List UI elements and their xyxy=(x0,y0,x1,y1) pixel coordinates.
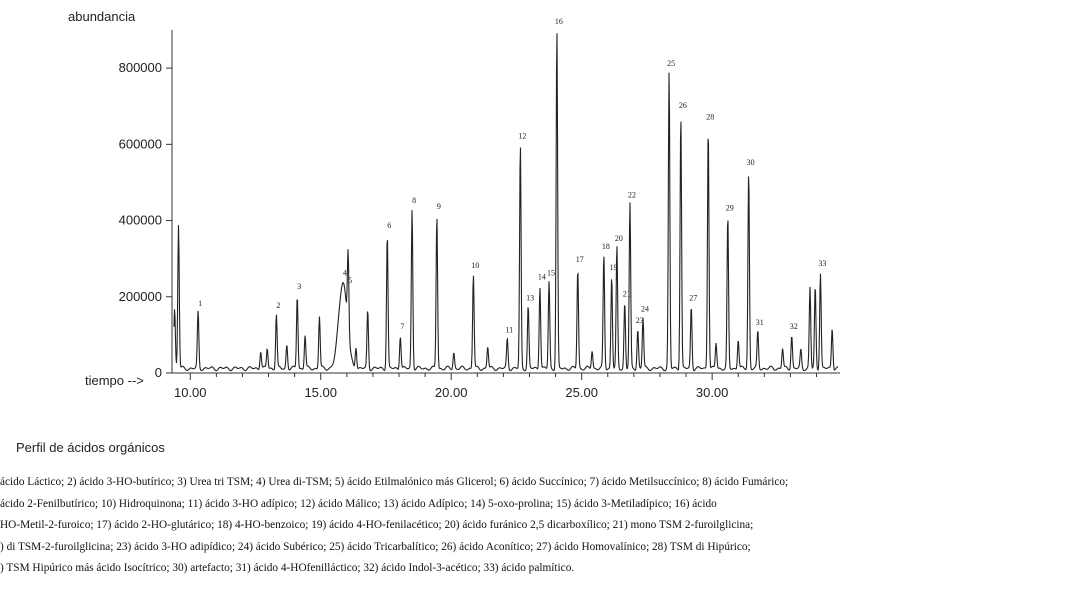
chromatogram-chart: abundancia tiempo --> 0 200000 400000 60000… xyxy=(68,9,840,400)
caption-line: ácido Láctico; 2) ácido 3-HO-butírico; 3… xyxy=(0,476,789,488)
chromatogram-trace xyxy=(173,33,839,372)
peak-label-1: 1 xyxy=(198,299,202,308)
peak-label-32: 32 xyxy=(790,322,798,331)
y-tick-label: 400000 xyxy=(119,213,162,228)
x-tick-label: 20.00 xyxy=(435,385,468,400)
peak-label-8: 8 xyxy=(412,196,416,205)
x-tick-label: 15.00 xyxy=(304,385,337,400)
y-tick-label: 0 xyxy=(155,365,162,380)
peak-label-3: 3 xyxy=(297,282,301,291)
peak-label-26: 26 xyxy=(679,101,687,110)
y-axis-label: abundancia xyxy=(68,9,136,24)
peak-label-11: 11 xyxy=(505,326,513,335)
chromatogram-line xyxy=(173,33,839,372)
figure-caption: ácido Láctico; 2) ácido 3-HO-butírico; 3… xyxy=(0,472,1086,580)
x-tick-label: 30.00 xyxy=(696,385,729,400)
peak-label-17: 17 xyxy=(576,255,584,264)
chart-axes: 0 200000 400000 600000 800000 10.00 15.00 20.00… xyxy=(119,30,840,400)
peak-label-20: 20 xyxy=(615,234,623,243)
x-tick-label: 25.00 xyxy=(565,385,598,400)
peak-label-18: 18 xyxy=(602,242,610,251)
peak-label-33: 33 xyxy=(818,259,826,268)
y-tick-label: 200000 xyxy=(119,289,162,304)
peak-label-19: 19 xyxy=(610,263,618,272)
caption-line: ácido 2-Fenilbutírico; 10) Hidroquinona;… xyxy=(0,497,717,510)
peak-label-30: 30 xyxy=(747,158,755,167)
peak-label-21: 21 xyxy=(623,289,631,298)
peak-label-7: 7 xyxy=(400,322,404,331)
peak-label-22: 22 xyxy=(628,190,636,199)
peak-label-5: 5 xyxy=(348,276,352,285)
peak-label-12: 12 xyxy=(518,131,526,140)
peak-label-13: 13 xyxy=(526,293,534,302)
peak-label-29: 29 xyxy=(726,204,734,213)
peak-label-4: 4 xyxy=(343,269,347,278)
peak-label-2: 2 xyxy=(276,301,280,310)
caption-line: HO-Metil-2-furoico; 17) ácido 2-HO-glutá… xyxy=(0,519,754,531)
peak-label-6: 6 xyxy=(387,221,391,230)
peak-label-24: 24 xyxy=(641,305,649,314)
peak-label-23: 23 xyxy=(636,316,644,325)
x-axis-label: tiempo --> xyxy=(85,373,144,388)
peak-label-14: 14 xyxy=(538,272,546,281)
peak-label-16: 16 xyxy=(555,17,563,26)
caption-line: ) TSM Hipúrico más ácido Isocítrico; 30)… xyxy=(0,562,575,574)
peak-label-31: 31 xyxy=(756,318,764,327)
caption-line: ) di TSM-2-furoilglicina; 23) ácido 3-HO… xyxy=(0,540,751,553)
peak-label-10: 10 xyxy=(471,261,479,270)
y-tick-label: 600000 xyxy=(119,136,162,151)
figure-title: Perfil de ácidos orgánicos xyxy=(16,440,165,455)
peak-label-15: 15 xyxy=(547,269,555,278)
x-tick-label: 10.00 xyxy=(174,385,207,400)
y-tick-label: 800000 xyxy=(119,60,162,75)
peak-label-27: 27 xyxy=(689,293,697,302)
peak-label-9: 9 xyxy=(437,202,441,211)
peak-label-25: 25 xyxy=(667,59,675,68)
peak-label-28: 28 xyxy=(706,112,714,121)
